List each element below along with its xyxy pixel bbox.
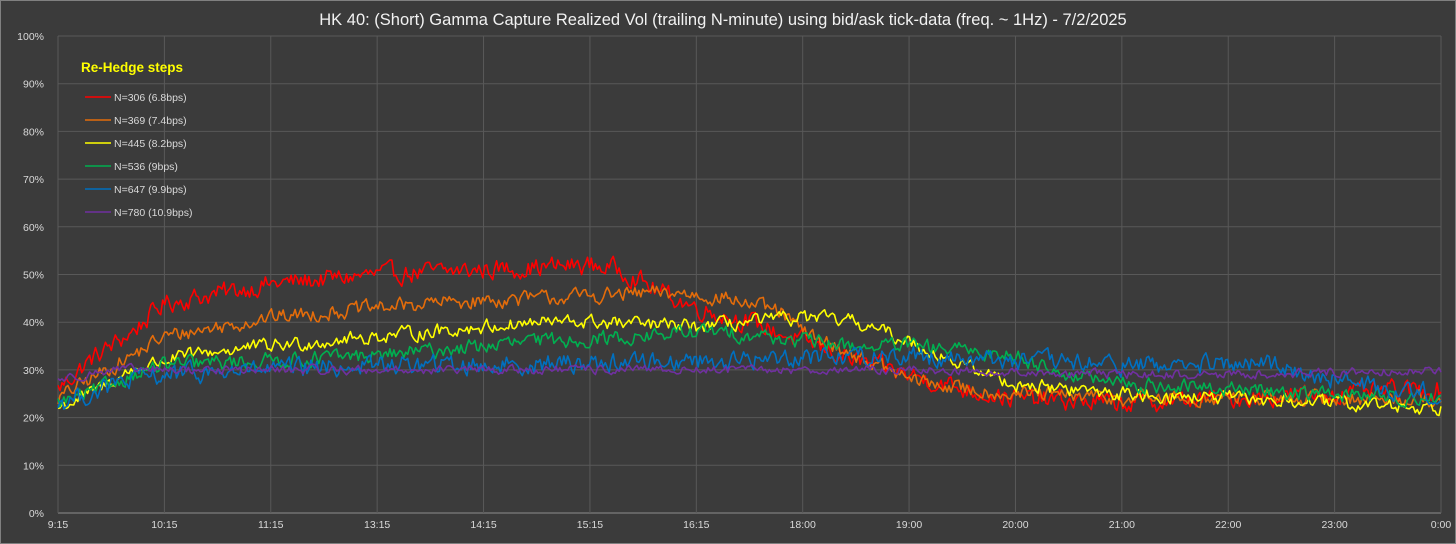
y-tick-label: 50% [23,270,44,282]
y-tick-label: 30% [23,365,44,377]
legend-label: N=780 (10.9bps) [114,207,193,219]
legend-label: N=445 (8.2bps) [114,138,187,150]
x-tick-label: 19:00 [896,519,922,531]
x-tick-label: 13:15 [364,519,390,531]
y-axis: 0% 10% 20% 30% 40% 50% 60% 70% 80% 90% 100% [17,31,44,520]
y-tick-label: 60% [23,222,44,234]
series-line [57,322,1442,409]
y-tick-label: 100% [17,31,44,43]
y-tick-label: 0% [29,508,44,520]
series-line [57,345,1442,410]
x-tick-label: 11:15 [258,519,284,531]
x-tick-label: 16:15 [683,519,709,531]
x-tick-label: 9:15 [48,519,69,531]
series-line [57,285,1442,409]
x-axis: 9:15 10:15 11:15 13:15 14:15 15:15 16:15 18:00 1… [48,519,1452,531]
x-tick-label: 21:00 [1109,519,1135,531]
x-tick-label: 23:00 [1321,519,1347,531]
grid-lines [57,35,1442,514]
x-tick-label: 10:15 [151,519,177,531]
x-tick-label: 0:00 [1431,519,1452,531]
x-tick-label: 14:15 [470,519,496,531]
legend-label: N=536 (9bps) [114,161,178,173]
y-tick-label: 80% [23,126,44,138]
y-tick-label: 20% [23,413,44,425]
legend-label: N=647 (9.9bps) [114,184,187,196]
x-tick-label: 22:00 [1215,519,1241,531]
legend-label: N=369 (7.4bps) [114,115,187,127]
legend-label: N=306 (6.8bps) [114,92,187,104]
series-lines [57,255,1442,417]
series-line [57,362,1442,382]
y-tick-label: 40% [23,317,44,329]
series-line [57,308,1442,417]
y-tick-label: 10% [23,460,44,472]
x-tick-label: 18:00 [790,519,816,531]
chart-title: HK 40: (Short) Gamma Capture Realized Vo… [319,11,1126,29]
legend-title: Re-Hedge steps [81,60,183,75]
legend: Re-Hedge steps N=306 (6.8bps) N=369 (7.4b… [81,60,193,219]
x-tick-label: 15:15 [577,519,603,531]
x-tick-label: 20:00 [1002,519,1028,531]
y-tick-label: 70% [23,174,44,186]
y-tick-label: 90% [23,79,44,91]
